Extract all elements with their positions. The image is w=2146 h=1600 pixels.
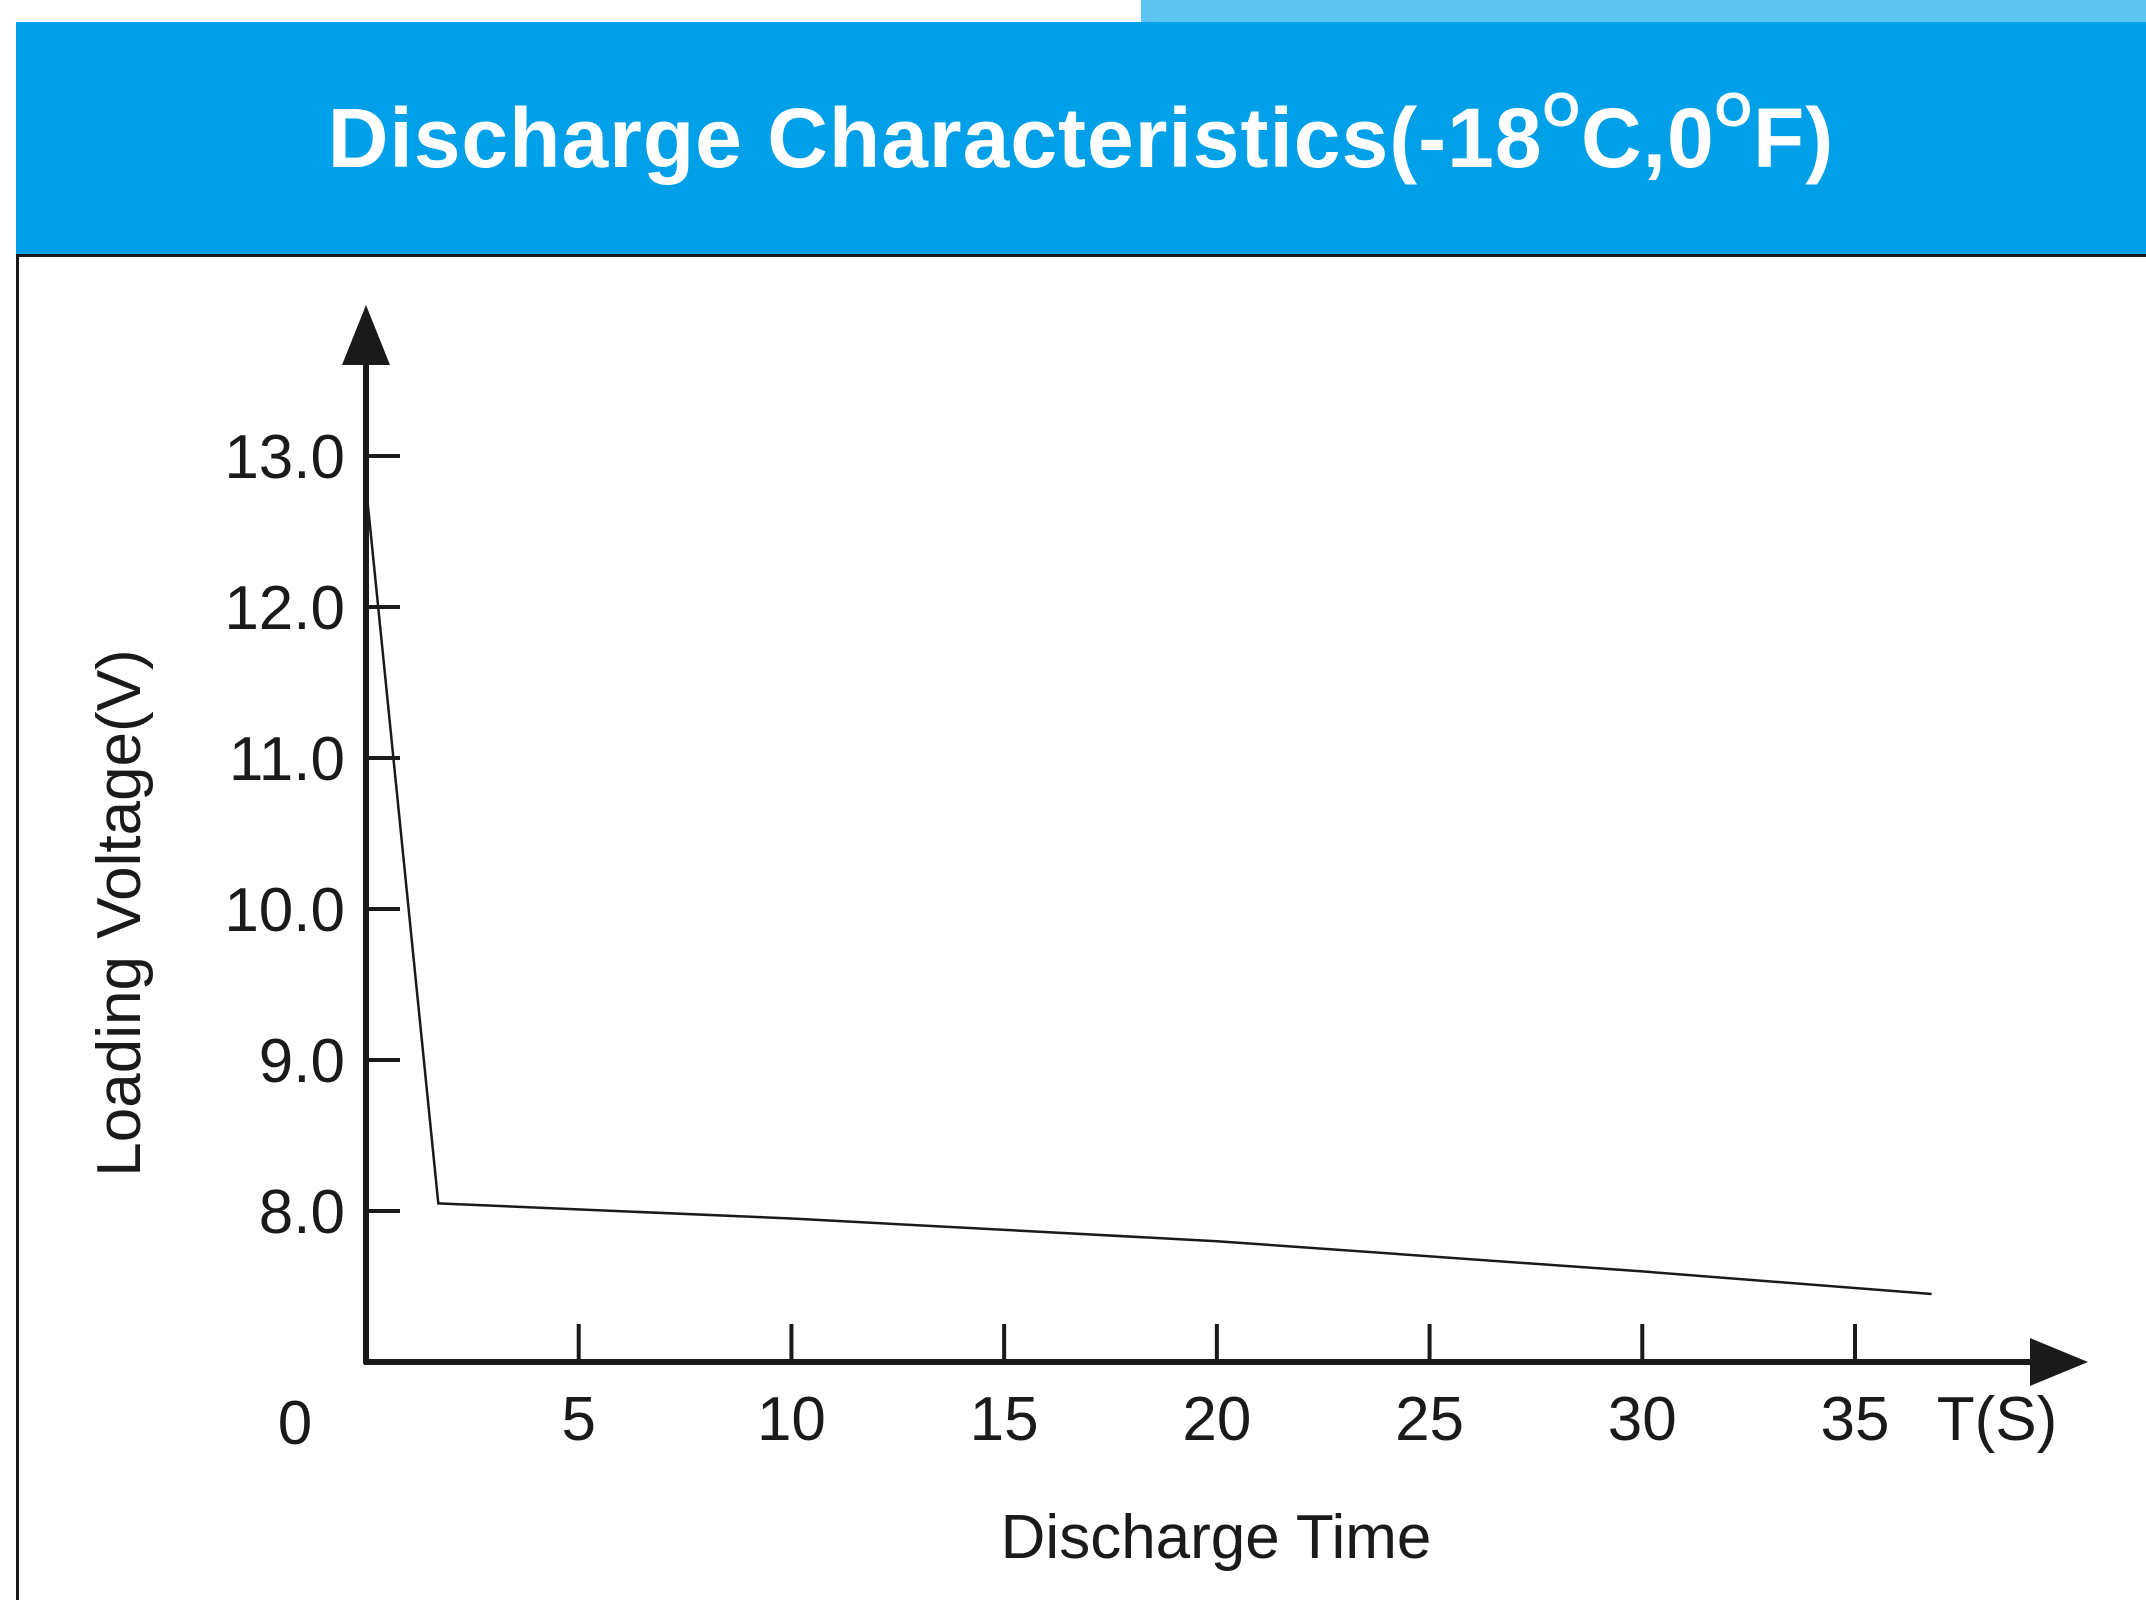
- degree-symbol-2: O: [1714, 83, 1753, 137]
- x-axis-title: Discharge Time: [1001, 1503, 1432, 1572]
- chart-title-main: Discharge Characteristics(-18: [327, 90, 1543, 185]
- origin-label: 0: [278, 1389, 312, 1458]
- x-axis-arrow: [2030, 1338, 2088, 1386]
- y-axis-title: Loading Voltage(V): [85, 649, 154, 1176]
- chart-title-end: F): [1753, 90, 1835, 185]
- x-tick-label-25: 25: [1395, 1385, 1464, 1454]
- y-tick-label-12: 12.0: [224, 574, 345, 643]
- ticks: [366, 454, 1857, 1362]
- x-tick-label-5: 5: [561, 1385, 595, 1454]
- degree-symbol-1: O: [1542, 83, 1581, 137]
- series-layer: [364, 486, 1932, 1296]
- x-tick-label-30: 30: [1608, 1385, 1677, 1454]
- panel-left-border: [16, 257, 19, 1600]
- series-line-0: [364, 486, 1932, 1296]
- chart-title-mid: C,0: [1580, 90, 1715, 185]
- x-tick-label-20: 20: [1182, 1385, 1251, 1454]
- chart-title: Discharge Characteristics(-18 O C,0 O F): [16, 22, 2146, 254]
- y-tick-label-9: 9.0: [259, 1027, 345, 1096]
- top-accent-strip: [1141, 0, 2146, 22]
- x-unit-label: T(S): [1937, 1385, 2058, 1454]
- x-tick-label-15: 15: [970, 1385, 1039, 1454]
- y-tick-label-13: 13.0: [224, 423, 345, 492]
- x-tick-label-10: 10: [757, 1385, 826, 1454]
- axes: [342, 305, 2088, 1386]
- tick-labels: 5 10 15 20 25 30 35 8.0 9.0 10.0 11.0 12.0 13.0: [224, 423, 1889, 1454]
- y-tick-label-10: 10.0: [224, 876, 345, 945]
- y-axis-arrow: [342, 305, 390, 365]
- x-tick-label-35: 35: [1821, 1385, 1890, 1454]
- y-tick-label-8: 8.0: [259, 1178, 345, 1247]
- y-tick-label-11: 11.0: [229, 725, 345, 794]
- title-banner: Discharge Characteristics(-18 O C,0 O F): [16, 22, 2146, 257]
